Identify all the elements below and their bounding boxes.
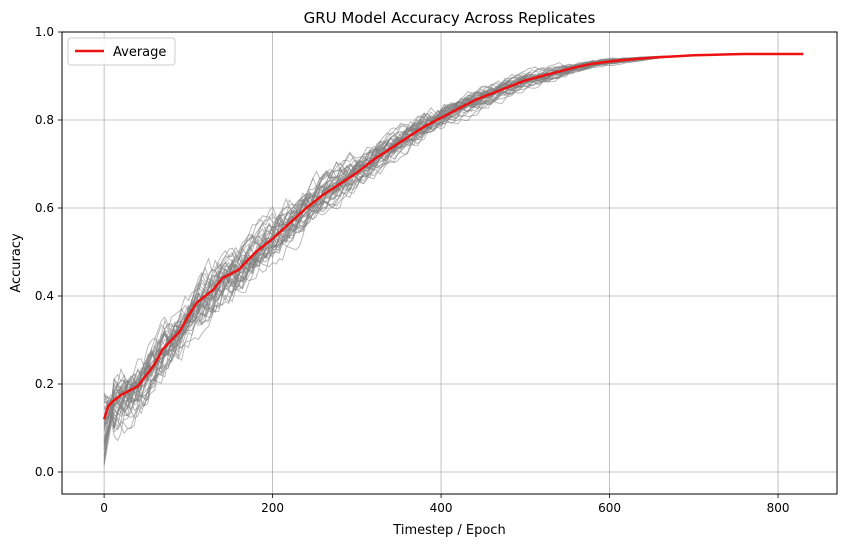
- ticks: 0 200 400 600 800 0.0 0.2 0.4 0.6 0.8 1.0: [35, 25, 790, 515]
- replicate-line: [104, 54, 725, 424]
- y-tick-label: 1.0: [35, 25, 54, 39]
- replicate-line: [103, 54, 721, 465]
- replicate-line: [103, 54, 711, 466]
- replicate-line: [104, 54, 711, 420]
- replicate-line: [103, 55, 684, 443]
- replicate-line: [103, 53, 728, 427]
- replicate-line: [103, 54, 728, 456]
- replicate-line: [103, 54, 725, 457]
- replicate-line: [103, 55, 684, 424]
- replicate-line: [103, 54, 708, 458]
- replicate-line: [103, 54, 711, 433]
- chart-title: GRU Model Accuracy Across Replicates: [304, 9, 596, 27]
- replicate-line: [103, 55, 691, 444]
- replicate-line: [103, 53, 731, 461]
- series-layer: [102, 52, 804, 420]
- replicate-line: [103, 54, 725, 435]
- x-tick-label: 200: [261, 501, 284, 515]
- replicate-line: [103, 53, 728, 404]
- replicate-line: [103, 54, 721, 450]
- replicate-line: [103, 55, 691, 425]
- x-axis-label: Timestep / Epoch: [392, 523, 505, 538]
- replicate-line: [103, 54, 708, 426]
- replicate-line: [103, 54, 711, 464]
- replicate-line: [103, 53, 735, 411]
- grid: [62, 31, 837, 494]
- replicate-line: [103, 55, 688, 421]
- legend: Average: [67, 37, 176, 66]
- replicate-line: [103, 54, 708, 441]
- y-axis-label: Accuracy: [9, 233, 24, 293]
- replicate-line: [103, 53, 735, 430]
- replicate-line: [103, 54, 708, 404]
- replicate-line: [103, 54, 704, 434]
- y-tick-label: 0.2: [35, 377, 54, 391]
- replicate-line: [103, 54, 718, 439]
- replicate-line: [103, 55, 691, 449]
- replicate-line: [103, 54, 725, 442]
- replicate-line: [103, 54, 721, 410]
- replicate-line: [103, 54, 711, 445]
- y-tick-label: 0.4: [35, 289, 54, 303]
- x-tick-label: 400: [430, 501, 453, 515]
- replicate-lines: [103, 53, 735, 466]
- y-tick-label: 0.0: [35, 465, 54, 479]
- x-tick-label: 0: [100, 501, 108, 515]
- legend-box: [67, 37, 176, 66]
- x-tick-label: 600: [598, 501, 621, 515]
- x-tick-label: 800: [767, 501, 790, 515]
- replicate-line: [103, 53, 731, 431]
- replicate-line: [104, 55, 691, 428]
- legend-label-average: Average: [113, 45, 166, 60]
- y-tick-label: 0.8: [35, 113, 54, 127]
- axes-frame: [61, 31, 838, 495]
- average-line: [102, 52, 804, 420]
- replicate-line: [103, 54, 725, 414]
- replicate-line: [104, 54, 701, 420]
- replicate-line: [103, 53, 728, 416]
- replicate-line: [103, 54, 721, 430]
- replicate-line: [103, 54, 698, 417]
- replicate-line: [103, 54, 701, 415]
- replicate-line: [103, 54, 704, 447]
- replicate-line: [103, 54, 725, 444]
- y-tick-label: 0.6: [35, 201, 54, 215]
